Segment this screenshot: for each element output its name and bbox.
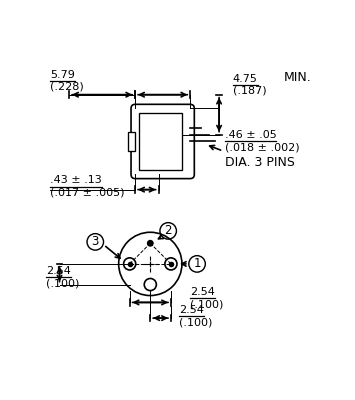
Text: 2.54: 2.54 <box>190 287 215 297</box>
Circle shape <box>148 240 153 246</box>
Text: (.100): (.100) <box>46 278 79 288</box>
FancyBboxPatch shape <box>131 104 194 179</box>
Text: 4.75: 4.75 <box>233 74 258 84</box>
Bar <box>139 112 182 170</box>
Text: (.187): (.187) <box>233 86 267 96</box>
Text: (.228): (.228) <box>50 82 84 92</box>
Text: 2: 2 <box>164 224 172 237</box>
Text: 3: 3 <box>92 235 99 248</box>
Text: (.100): (.100) <box>190 299 224 309</box>
Text: (.018 ± .002): (.018 ± .002) <box>225 142 299 152</box>
Text: .43 ± .13: .43 ± .13 <box>50 176 102 186</box>
Text: 5.79: 5.79 <box>50 70 75 80</box>
Text: 2.54: 2.54 <box>46 266 71 276</box>
Text: (.100): (.100) <box>179 318 213 328</box>
Text: MIN.: MIN. <box>284 71 311 84</box>
Text: 2.54: 2.54 <box>179 305 204 315</box>
Text: DIA. 3 PINS: DIA. 3 PINS <box>225 156 294 169</box>
Bar <box>128 132 135 151</box>
Text: 1: 1 <box>193 258 201 270</box>
Text: (.017 ± .005): (.017 ± .005) <box>50 188 124 198</box>
Text: .46 ± .05: .46 ± .05 <box>225 130 276 140</box>
